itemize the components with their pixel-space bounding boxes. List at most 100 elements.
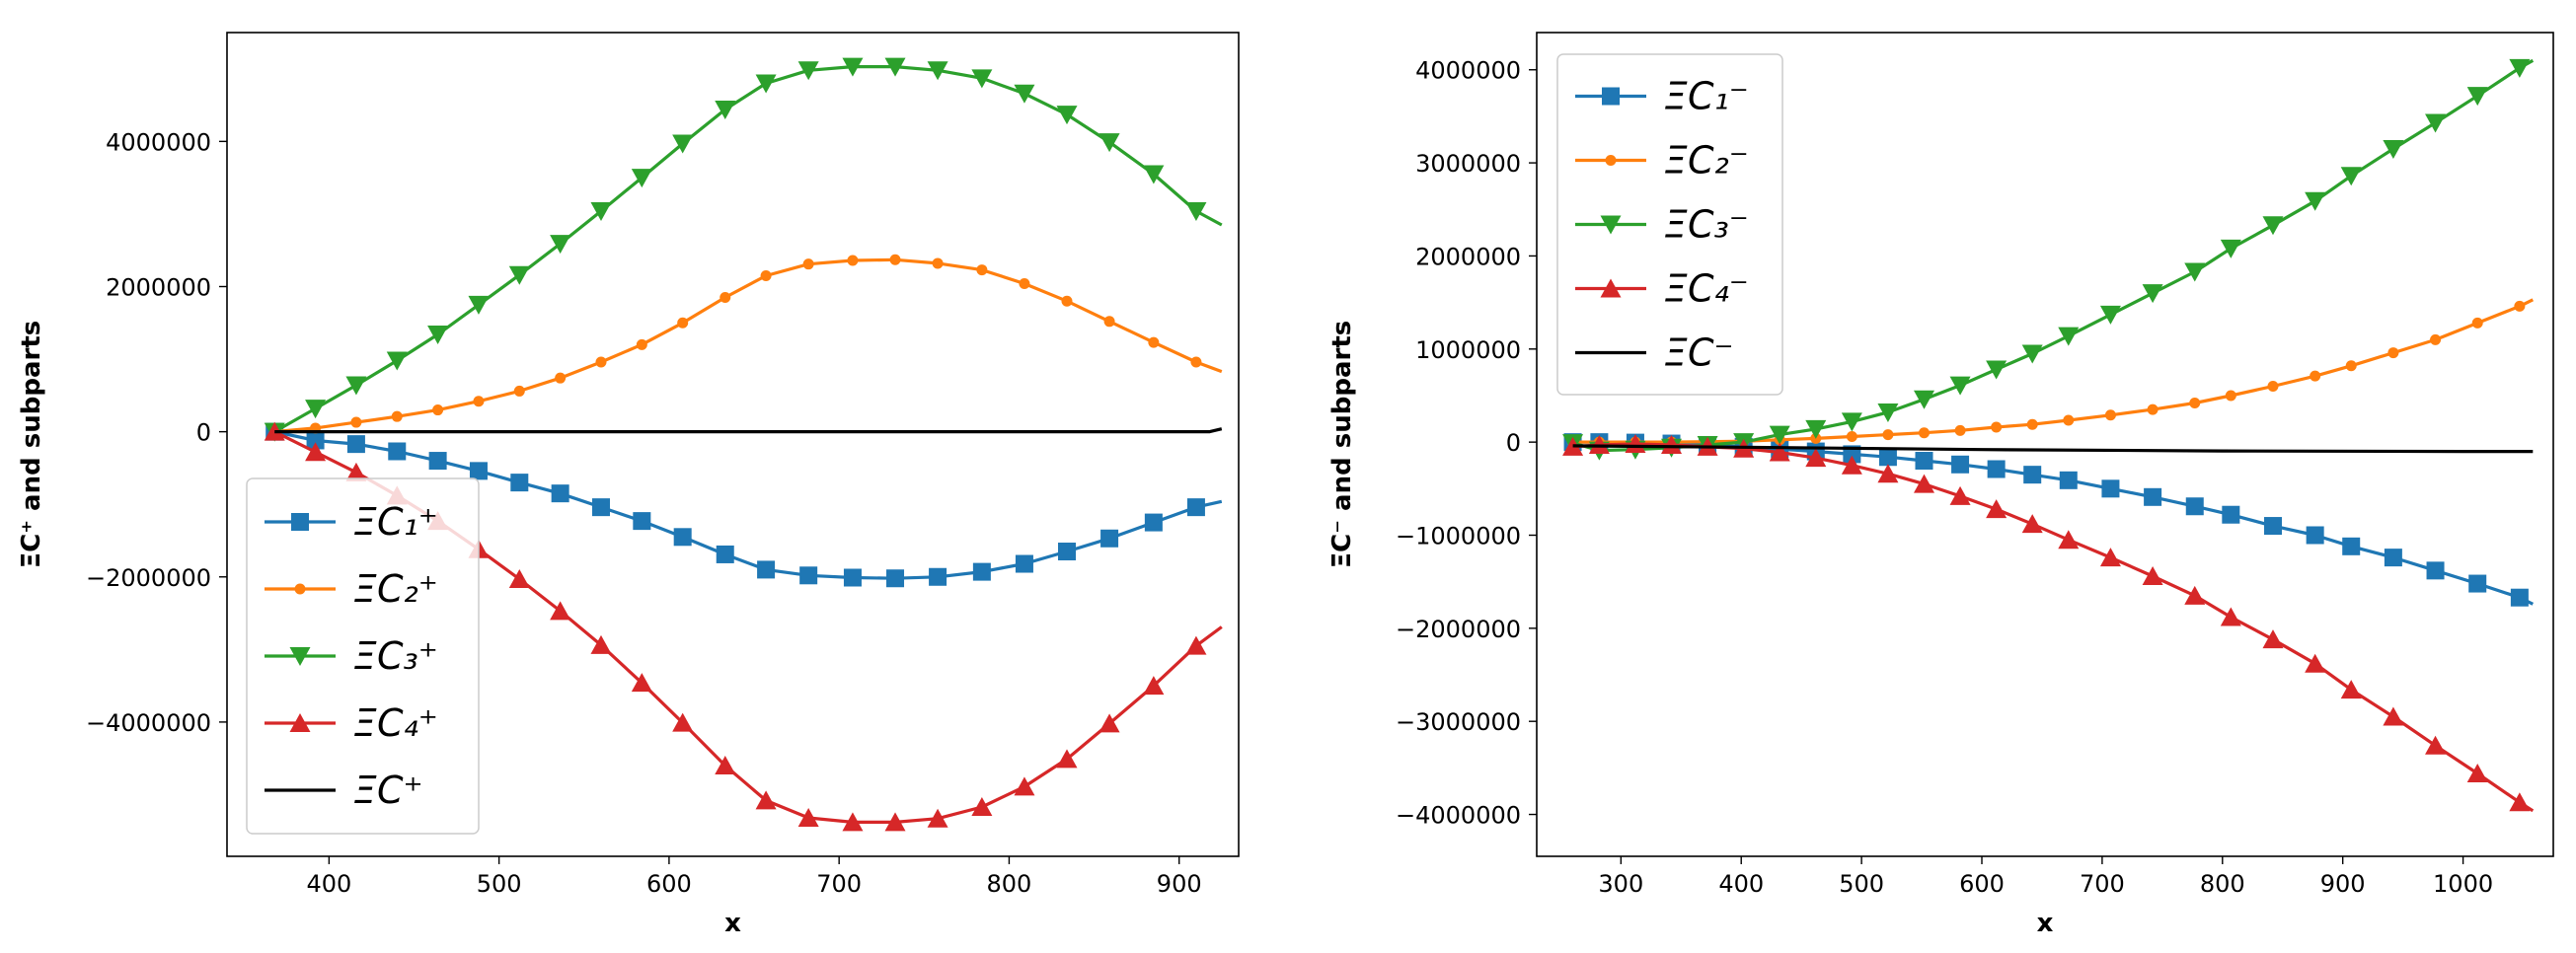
- data-point-s3-3: [345, 376, 367, 396]
- data-point-s1-21: [1100, 529, 1119, 548]
- x-tick-label-1-3: 600: [646, 870, 692, 898]
- x-tick-label-2-7: 900: [2320, 870, 2366, 898]
- data-point-s3-14: [797, 61, 819, 81]
- data-point-s1-24: [2426, 561, 2445, 580]
- legend-marker-2-4: [1600, 278, 1622, 298]
- data-point-s2-24: [2430, 333, 2442, 345]
- data-point-s1-11: [673, 528, 692, 547]
- y-tick-label-2-9: 4000000: [1415, 57, 1521, 85]
- data-point-s1-13: [1987, 460, 2006, 478]
- data-point-s3-19: [2220, 239, 2241, 258]
- legend-box-2: [1556, 53, 1783, 396]
- data-point-s2-13: [1991, 421, 2003, 433]
- legend-marker-1-1: [291, 513, 309, 531]
- data-point-s2-16: [889, 254, 901, 265]
- data-point-s3-16: [2099, 305, 2121, 325]
- data-point-s2-21: [2310, 370, 2321, 382]
- data-point-s2-11: [1918, 427, 1930, 439]
- data-point-s3-18: [971, 69, 993, 89]
- data-point-s1-19: [1015, 554, 1033, 573]
- data-point-s3-22: [2340, 167, 2362, 186]
- data-point-s2-16: [2104, 409, 2116, 421]
- data-point-s1-15: [2059, 471, 2078, 489]
- legend-marker-1-4: [289, 713, 311, 732]
- data-point-s3-11: [1913, 390, 1934, 409]
- data-point-s4-21: [1099, 713, 1120, 733]
- data-point-s3-21: [1099, 133, 1120, 153]
- legend-label-2-4: ΞC₄⁻: [1664, 267, 1749, 311]
- legend-label-1-2: ΞC₂⁺: [353, 567, 438, 611]
- data-point-s4-16: [884, 812, 906, 832]
- data-point-s3-10: [631, 169, 652, 188]
- data-point-s2-15: [847, 255, 859, 266]
- data-point-s4-20: [1056, 749, 1078, 769]
- data-point-s1-5: [428, 452, 447, 471]
- data-point-s1-26: [2510, 588, 2529, 607]
- data-point-s4-24: [2425, 735, 2447, 755]
- data-point-s1-16: [2101, 479, 2120, 498]
- legend-marker-2-2: [1605, 155, 1617, 166]
- data-point-s4-13: [1986, 499, 2008, 519]
- data-point-s1-10: [633, 512, 651, 531]
- legend-label-2-5: ΞC⁻: [1664, 331, 1734, 375]
- data-point-s1-15: [843, 568, 862, 587]
- data-point-s3-7: [508, 265, 530, 285]
- data-point-s1-16: [886, 569, 905, 588]
- data-point-s4-15: [842, 812, 864, 832]
- legend-label-2-3: ΞC₃⁻: [1664, 203, 1749, 247]
- data-point-s2-3: [350, 416, 362, 428]
- data-point-s2-10: [1882, 429, 1894, 441]
- data-point-s2-22: [2345, 360, 2357, 372]
- y-tick-label-2-8: 3000000: [1415, 150, 1521, 178]
- data-point-s3-23: [2383, 139, 2404, 159]
- data-point-s4-20: [2262, 629, 2284, 649]
- y-tick-label-1-2: −2000000: [86, 564, 211, 592]
- axes-frame-1: [226, 32, 1240, 857]
- data-point-s1-17: [929, 567, 947, 586]
- legend-1: ΞC₁⁺ ΞC₂⁺ ΞC₃⁺ ΞC₄⁺ ΞC⁺: [246, 477, 480, 835]
- data-point-s3-15: [2058, 327, 2080, 346]
- data-point-s4-17: [2142, 566, 2163, 586]
- data-point-s4-12: [1949, 485, 1971, 505]
- series-line-2: [274, 257, 1223, 434]
- data-point-s3-9: [1841, 412, 1862, 432]
- data-point-s1-11: [1915, 452, 1933, 471]
- data-point-s2-21: [1103, 316, 1115, 328]
- data-point-s2-23: [1190, 356, 1202, 368]
- legend-label-1-1: ΞC₁⁺: [353, 500, 438, 544]
- data-point-s4-14: [797, 808, 819, 828]
- y-tick-label-2-7: 2000000: [1415, 243, 1521, 270]
- y-tick-label-2-6: 1000000: [1415, 336, 1521, 364]
- legend-label-2-1: ΞC₁⁻: [1664, 75, 1749, 118]
- data-point-s1-9: [591, 498, 610, 517]
- data-point-s4-12: [715, 756, 736, 775]
- data-point-s4-9: [590, 634, 612, 654]
- data-point-s4-11: [1913, 474, 1934, 493]
- y-tick-label-2-3: −2000000: [1396, 616, 1521, 643]
- data-point-s3-26: [2509, 58, 2531, 78]
- data-point-s3-16: [884, 57, 906, 77]
- data-point-s1-8: [551, 484, 569, 503]
- data-point-s1-25: [2468, 574, 2487, 593]
- y-tick-label-2-5: 0: [1506, 429, 1521, 457]
- axes-frame-2: [1536, 32, 2554, 857]
- x-tick-label-1-5: 800: [987, 870, 1032, 898]
- data-point-s2-15: [2063, 414, 2075, 426]
- data-point-s2-26: [2514, 300, 2526, 312]
- data-point-s4-23: [1185, 635, 1207, 655]
- data-point-s2-17: [932, 257, 944, 269]
- data-point-s1-4: [388, 442, 407, 461]
- legend-label-2-2: ΞC₂⁻: [1664, 139, 1749, 183]
- data-point-s3-18: [2184, 262, 2206, 282]
- data-point-s4-2: [305, 442, 327, 462]
- data-point-s4-7: [508, 568, 530, 588]
- data-point-s3-8: [550, 235, 571, 255]
- data-point-s1-2: [306, 431, 325, 450]
- y-tick-label-2-1: −4000000: [1396, 802, 1521, 830]
- legend-box-1: [246, 477, 480, 835]
- x-tick-label-2-2: 400: [1718, 870, 1764, 898]
- data-point-s4-18: [2184, 585, 2206, 605]
- data-point-s4-7: [1769, 442, 1790, 462]
- x-tick-label-2-6: 800: [2200, 870, 2245, 898]
- data-point-s1-12: [716, 545, 734, 563]
